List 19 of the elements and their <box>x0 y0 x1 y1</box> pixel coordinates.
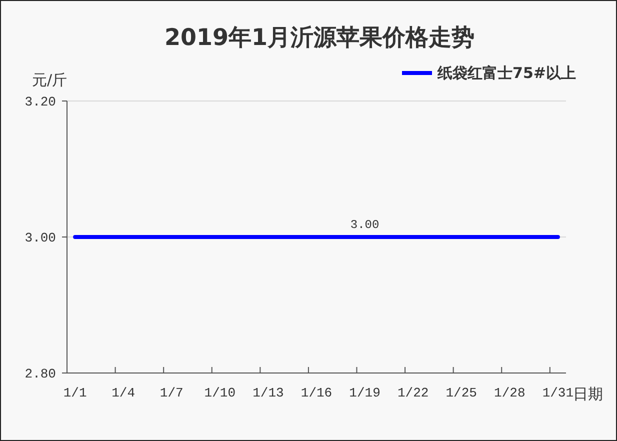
y-tick-label: 3.20 <box>24 94 56 110</box>
x-tick-label: 1/25 <box>446 386 477 400</box>
x-tick-label: 1/16 <box>300 386 332 400</box>
y-tick-label: 2.80 <box>24 366 56 382</box>
x-tick-label: 1/28 <box>494 386 526 400</box>
x-axis-title: 日期 <box>573 385 603 403</box>
y-axis-title: 元/斤 <box>32 71 68 89</box>
chart-title: 2019年1月沂源苹果价格走势 <box>164 25 475 51</box>
x-tick-label: 1/4 <box>112 386 136 400</box>
y-tick-label: 3.00 <box>24 230 56 246</box>
x-tick-label: 1/19 <box>349 386 380 400</box>
x-tick-label: 1/13 <box>252 386 284 400</box>
x-tick-label: 1/22 <box>397 386 429 400</box>
x-tick-label: 1/7 <box>160 386 184 400</box>
x-tick-label: 1/1 <box>63 386 87 400</box>
x-tick-label: 1/31 <box>542 386 574 400</box>
legend-label: 纸袋红富士75#以上 <box>438 63 576 83</box>
x-tick-label: 1/10 <box>204 386 236 400</box>
data-label: 3.00 <box>350 218 380 232</box>
